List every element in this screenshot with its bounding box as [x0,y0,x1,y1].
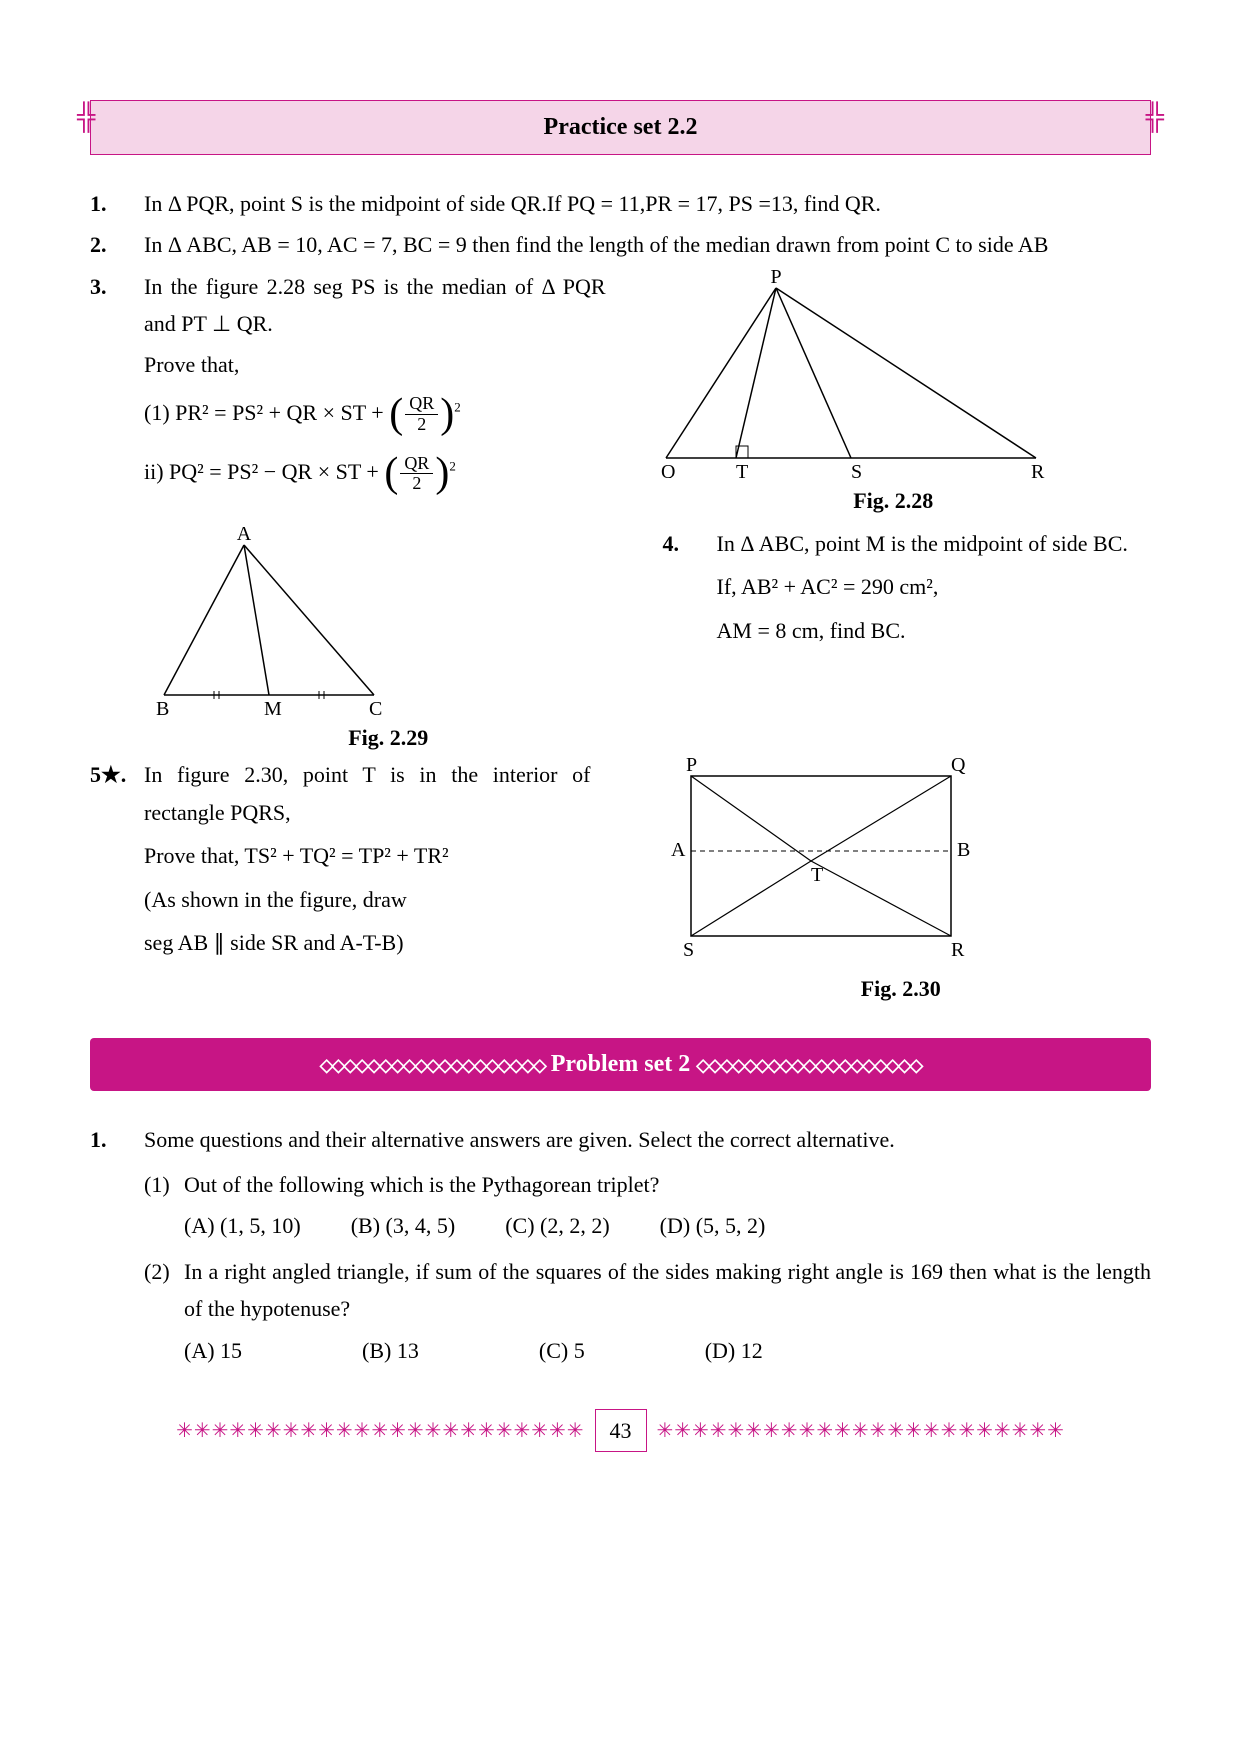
option-b: (B) 13 [362,1332,419,1369]
page-number: 43 [595,1409,647,1452]
label-s: S [683,939,694,961]
label-a: A [237,525,252,545]
question-text: In Δ PQR, point S is the midpoint of sid… [144,185,1151,222]
label-r: R [1031,461,1045,478]
label-t: T [811,864,823,886]
question-4: 4. In Δ ABC, point M is the midpoint of … [663,525,1152,649]
eq-prefix: (1) PR² = PS² + QR × ST + [144,400,389,425]
problem-set-title: Problem set 2 [551,1051,697,1077]
label-p: P [770,268,781,288]
ornament-left: ╬ [77,95,95,139]
question-2: 2. In Δ ABC, AB = 10, AC = 7, BC = 9 the… [90,226,1151,263]
question-body: Some questions and their alternative ans… [144,1121,1151,1369]
practice-set-header: ╬ Practice set 2.2 ╬ [90,100,1151,155]
label-b: B [156,698,169,715]
figure-2-28: P Q T S R Fig. 2.28 [636,268,1152,519]
sub-question-1: (1) Out of the following which is the Py… [144,1166,1151,1203]
question-text: In Δ ABC, point M is the midpoint of sid… [717,525,1152,649]
question-text: In the figure 2.28 seg PS is the median … [144,268,606,495]
footer-pattern-right: ✳✳✳✳✳✳✳✳✳✳✳✳✳✳✳✳✳✳✳✳✳✳✳ [657,1414,1152,1448]
label-s: S [851,461,862,478]
question-1: 1. In Δ PQR, point S is the midpoint of … [90,185,1151,222]
question-5: 5★. In figure 2.30, point T is in the in… [90,756,591,961]
sub-question-2: (2) In a right angled triangle, if sum o… [144,1253,1151,1328]
problem-1: 1. Some questions and their alternative … [90,1121,1151,1369]
label-r: R [951,939,965,961]
q3-eq2: ii) PQ² = PS² − QR × ST + ( QR2 ) 2 [144,453,606,494]
q3-line2: Prove that, [144,346,606,383]
exponent: 2 [454,399,461,414]
label-p: P [686,756,697,776]
q3-eq1: (1) PR² = PS² + QR × ST + ( QR2 ) 2 [144,394,606,435]
problem-set-header: ◇◇◇◇◇◇◇◇◇◇◇◇◇◇◇◇◇◇◇ Problem set 2 ◇◇◇◇◇◇… [90,1038,1151,1091]
options-row: (A) (1, 5, 10) (B) (3, 4, 5) (C) (2, 2, … [184,1207,1151,1244]
option-c: (C) (2, 2, 2) [505,1207,609,1244]
label-m: M [264,698,282,715]
diamonds-right: ◇◇◇◇◇◇◇◇◇◇◇◇◇◇◇◇◇◇◇ [696,1055,921,1075]
label-q: Q [661,461,676,478]
label-t: T [736,461,748,478]
sub-text: Out of the following which is the Pythag… [184,1166,1151,1203]
options-row: (A) 15 (B) 13 (C) 5 (D) 12 [184,1332,1151,1369]
problem-intro: Some questions and their alternative ans… [144,1121,1151,1158]
option-a: (A) 15 [184,1332,242,1369]
question-number: 1. [90,1121,144,1369]
question-number: 4. [663,525,717,649]
label-c: C [369,698,382,715]
question-number: 3. [90,268,144,495]
figure-caption: Fig. 2.30 [651,970,1152,1007]
question-number: 1. [90,185,144,222]
q4-line3: AM = 8 cm, find BC. [717,612,1152,649]
option-a: (A) (1, 5, 10) [184,1207,301,1244]
sub-number: (2) [144,1253,184,1328]
q4-line1: In Δ ABC, point M is the midpoint of sid… [717,525,1152,562]
sub-text: In a right angled triangle, if sum of th… [184,1253,1151,1328]
question-text: In figure 2.30, point T is in the interi… [144,756,591,961]
eq-prefix: ii) PQ² = PS² − QR × ST + [144,459,384,484]
q5-line1: In figure 2.30, point T is in the interi… [144,756,591,831]
label-a: A [671,839,686,861]
question-4-row: A B M C Fig. 2.29 4. In Δ ABC, point M i… [90,525,1151,756]
q5-line4: seg AB ∥ side SR and A-T-B) [144,924,591,961]
fraction-term: ( QR2 ) [389,394,454,435]
exponent: 2 [449,459,456,474]
question-3: 3. In the figure 2.28 seg PS is the medi… [90,268,606,495]
label-b: B [957,839,970,861]
question-number: 2. [90,226,144,263]
figure-caption: Fig. 2.29 [144,719,633,756]
option-d: (D) (5, 5, 2) [660,1207,766,1244]
question-3-row: 3. In the figure 2.28 seg PS is the medi… [90,268,1151,519]
figure-caption: Fig. 2.28 [636,482,1152,519]
ornament-right: ╬ [1146,95,1164,139]
label-q: Q [951,756,966,776]
header-title: Practice set 2.2 [544,114,698,140]
q4-line2: If, AB² + AC² = 290 cm², [717,568,1152,605]
figure-2-29: A B M C Fig. 2.29 [144,525,633,756]
q5-line3: (As shown in the figure, draw [144,881,591,918]
figure-2-30: P Q A B T S R Fig. 2.30 [621,756,1152,1007]
diamonds-left: ◇◇◇◇◇◇◇◇◇◇◇◇◇◇◇◇◇◇◇ [320,1055,545,1075]
option-c: (C) 5 [539,1332,585,1369]
option-b: (B) (3, 4, 5) [351,1207,455,1244]
fraction-term: ( QR2 ) [384,454,449,495]
page-footer: ✳✳✳✳✳✳✳✳✳✳✳✳✳✳✳✳✳✳✳✳✳✳✳ 43 ✳✳✳✳✳✳✳✳✳✳✳✳✳… [90,1409,1151,1452]
footer-pattern-left: ✳✳✳✳✳✳✳✳✳✳✳✳✳✳✳✳✳✳✳✳✳✳✳ [90,1414,585,1448]
question-number: 5★. [90,756,144,961]
q3-line1: In the figure 2.28 seg PS is the median … [144,268,606,343]
sub-number: (1) [144,1166,184,1203]
question-text: In Δ ABC, AB = 10, AC = 7, BC = 9 then f… [144,226,1151,263]
q5-line2: Prove that, TS² + TQ² = TP² + TR² [144,837,591,874]
question-5-row: 5★. In figure 2.30, point T is in the in… [90,756,1151,1007]
option-d: (D) 12 [705,1332,763,1369]
